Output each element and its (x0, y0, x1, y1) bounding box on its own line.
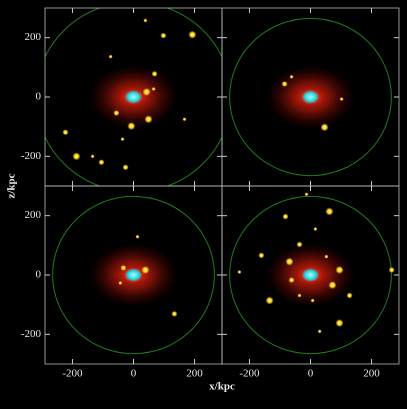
satellite (346, 292, 353, 299)
satellite (320, 123, 329, 132)
satellite (324, 254, 329, 259)
x-tick-label: -200 (62, 368, 83, 380)
satellite (90, 154, 95, 159)
satellite (182, 117, 187, 122)
satellite (127, 122, 136, 131)
satellite (142, 87, 151, 96)
panel (52, 195, 215, 355)
satellite (141, 265, 150, 274)
panel (229, 17, 392, 177)
satellite (122, 164, 129, 171)
satellite (151, 70, 158, 77)
satellite (118, 281, 123, 286)
satellite (388, 266, 395, 273)
y-tick-label: 0 (36, 91, 42, 103)
panel (229, 192, 395, 355)
satellite (325, 207, 334, 216)
x-tick-label: -200 (239, 368, 260, 380)
satellite (113, 110, 120, 117)
satellite (98, 159, 105, 166)
y-axis-label: z/kpc (6, 173, 18, 198)
satellite (265, 296, 274, 305)
satellite (328, 281, 337, 290)
central-galaxy (124, 90, 143, 104)
satellite (335, 319, 344, 328)
satellite (188, 30, 197, 39)
satellite (335, 265, 344, 274)
satellite (151, 86, 156, 91)
panel (45, 8, 222, 186)
satellite (297, 293, 302, 298)
central-galaxy (301, 90, 320, 104)
satellite (144, 115, 153, 124)
y-tick-label: 200 (25, 209, 42, 221)
x-tick-label: 0 (131, 368, 137, 380)
y-tick-label: -200 (21, 150, 42, 162)
satellite (72, 152, 81, 161)
satellite (285, 257, 294, 266)
satellite (143, 18, 148, 23)
satellite (296, 241, 303, 248)
virial-circle (229, 195, 392, 355)
satellite (120, 137, 125, 142)
satellite (304, 192, 309, 197)
satellite (339, 97, 344, 102)
satellite (160, 32, 167, 39)
y-tick-label: 200 (25, 31, 42, 43)
satellite (317, 329, 322, 334)
x-axis-label: x/kpc (209, 381, 235, 393)
x-tick-label: 0 (308, 368, 314, 380)
satellite (62, 129, 69, 136)
virial-circle (52, 195, 215, 355)
satellite (310, 298, 315, 303)
satellite (288, 277, 295, 284)
x-tick-label: 200 (186, 368, 203, 380)
satellite (289, 74, 294, 79)
satellite (237, 270, 242, 275)
satellite (135, 234, 140, 239)
satellite (258, 252, 265, 259)
satellite (313, 227, 318, 232)
central-galaxy (301, 268, 320, 282)
y-tick-label: -200 (21, 328, 42, 340)
satellite (120, 264, 127, 271)
x-tick-label: 200 (363, 368, 380, 380)
central-galaxy (124, 268, 143, 282)
virial-circle (229, 17, 392, 177)
satellite (281, 80, 288, 87)
satellite (282, 213, 289, 220)
satellite (108, 54, 113, 59)
satellite (171, 310, 178, 317)
y-tick-label: 0 (36, 269, 42, 281)
